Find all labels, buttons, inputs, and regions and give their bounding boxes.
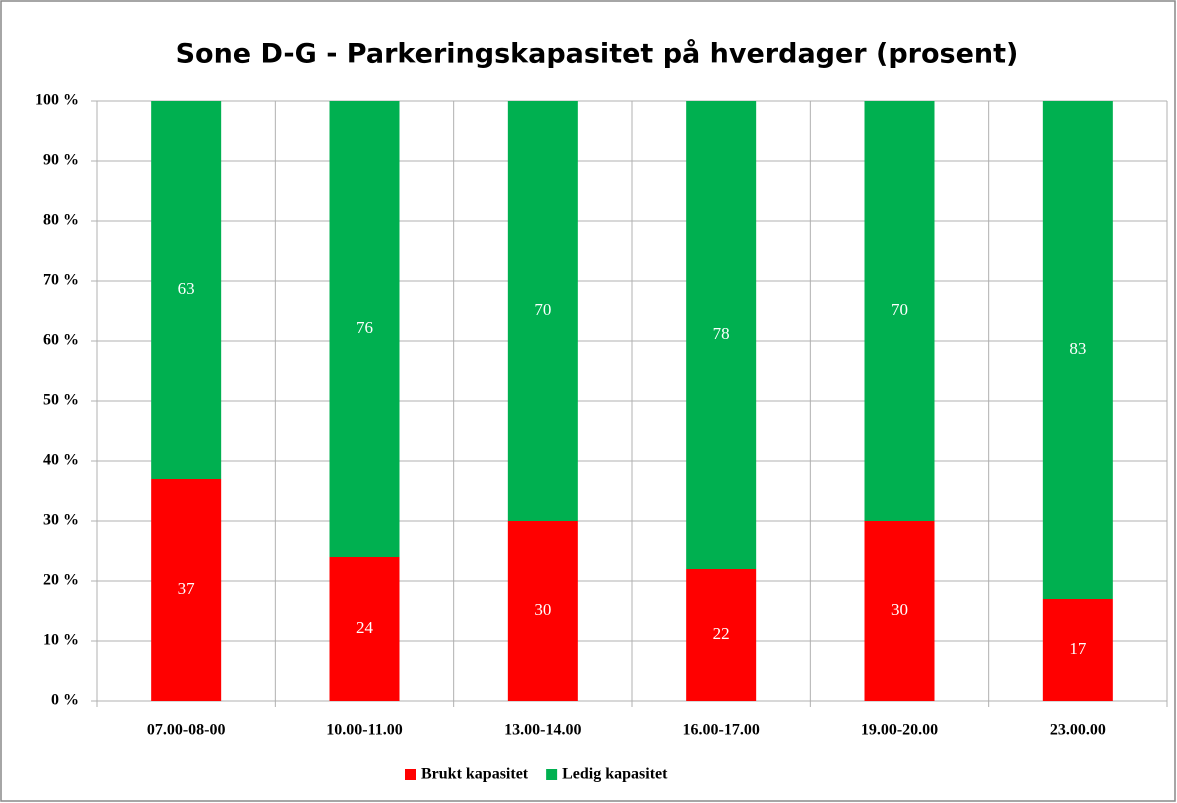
x-tick-label: 13.00-14.00 <box>504 722 581 739</box>
y-tick-label: 60 % <box>43 332 79 349</box>
bar-segment <box>329 101 400 557</box>
bar-segment <box>1042 599 1113 701</box>
data-label: 63 <box>178 279 195 298</box>
legend-swatch <box>546 769 558 780</box>
x-tick-label: 23.00.00 <box>1050 722 1106 739</box>
y-tick-label: 30 % <box>43 512 79 529</box>
data-label: 76 <box>356 318 373 337</box>
y-tick-label: 0 % <box>51 692 79 709</box>
x-tick-label: 19.00-20.00 <box>861 722 938 739</box>
bar-segment <box>507 101 578 521</box>
bar-segment <box>686 569 757 701</box>
y-tick-label: 10 % <box>43 632 79 649</box>
x-tick-label: 16.00-17.00 <box>683 722 760 739</box>
data-label: 37 <box>178 579 196 598</box>
y-tick-label: 90 % <box>43 152 79 169</box>
legend-label: Ledig kapasitet <box>562 766 668 783</box>
bar-segment <box>1042 101 1113 599</box>
y-tick-label: 80 % <box>43 212 79 229</box>
x-tick-label: 07.00-08-00 <box>147 722 226 739</box>
data-label: 78 <box>713 324 730 343</box>
y-tick-label: 50 % <box>43 392 79 409</box>
bar-segment <box>329 557 400 701</box>
y-tick-label: 20 % <box>43 572 79 589</box>
bar-segment <box>864 101 935 521</box>
data-label: 30 <box>534 600 551 619</box>
legend-label: Brukt kapasitet <box>421 766 529 783</box>
chart-title: Sone D-G - Parkeringskapasitet på hverda… <box>176 38 1019 70</box>
data-label: 83 <box>1069 339 1086 358</box>
y-tick-label: 70 % <box>43 272 79 289</box>
data-label: 70 <box>534 300 551 319</box>
bar-segment <box>864 521 935 701</box>
bar-segment <box>686 101 757 569</box>
bar-segment <box>151 479 222 701</box>
data-label: 22 <box>713 624 730 643</box>
legend-swatch <box>405 769 416 780</box>
bar-segment <box>151 101 222 479</box>
data-label: 30 <box>891 600 908 619</box>
x-tick-label: 10.00-11.00 <box>326 722 402 739</box>
data-label: 24 <box>356 618 374 637</box>
y-tick-label: 100 % <box>35 92 79 109</box>
bar-segment <box>507 521 578 701</box>
y-tick-label: 40 % <box>43 452 79 469</box>
data-label: 70 <box>891 300 908 319</box>
data-label: 17 <box>1069 639 1087 658</box>
